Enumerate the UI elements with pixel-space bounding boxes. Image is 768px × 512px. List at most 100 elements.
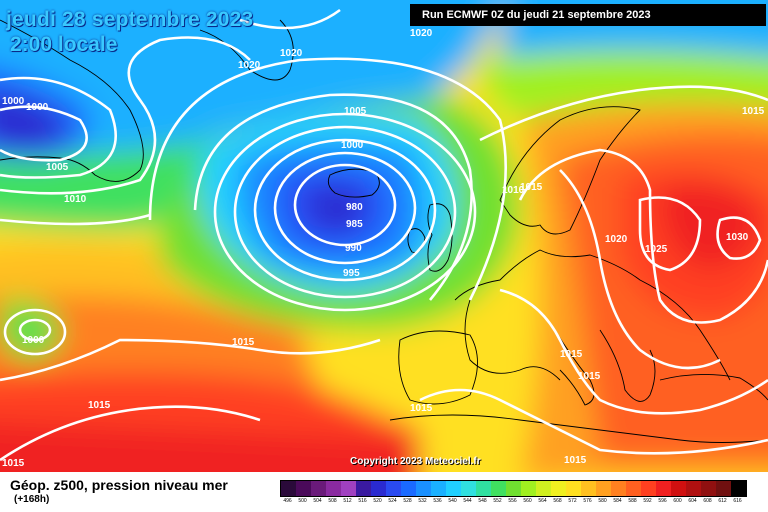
scale-value: 564 <box>538 498 547 504</box>
pressure-label: 1020 <box>410 28 433 39</box>
color-swatch <box>581 481 596 496</box>
color-swatch <box>416 481 431 496</box>
pressure-label: 1010 <box>64 194 87 205</box>
scale-value: 512 <box>343 498 352 504</box>
pressure-label: 1015 <box>578 371 601 382</box>
color-swatch <box>611 481 626 496</box>
pressure-label: 1000 <box>341 140 364 151</box>
pressure-label: 985 <box>346 219 363 230</box>
color-swatch <box>536 481 551 496</box>
scale-value: 544 <box>463 498 472 504</box>
color-swatch <box>401 481 416 496</box>
coastlines <box>0 19 768 443</box>
scale-value: 524 <box>388 498 397 504</box>
scale-value: 592 <box>643 498 652 504</box>
scale-value: 556 <box>508 498 517 504</box>
pressure-label: 1010 <box>502 185 525 196</box>
legend-subtitle: (+168h) <box>14 494 50 505</box>
scale-value: 536 <box>433 498 442 504</box>
scale-value: 572 <box>568 498 577 504</box>
pressure-labels: 1020 1020 1020 1000 1000 1005 1010 1005 … <box>2 28 765 469</box>
geopotential-field <box>0 0 768 472</box>
scale-value: 604 <box>688 498 697 504</box>
color-swatch <box>386 481 401 496</box>
scale-value: 580 <box>598 498 607 504</box>
pressure-label: 1000 <box>26 102 49 113</box>
color-swatch <box>686 481 701 496</box>
color-swatch <box>521 481 536 496</box>
color-swatch <box>716 481 731 496</box>
scale-value: 516 <box>358 498 367 504</box>
run-info-banner: Run ECMWF 0Z du jeudi 21 septembre 2023 <box>410 4 766 26</box>
scale-value: 504 <box>313 498 322 504</box>
color-swatch <box>656 481 671 496</box>
pressure-label: 1005 <box>344 106 367 117</box>
scale-value: 552 <box>493 498 502 504</box>
legend-bar: Géop. z500, pression niveau mer (+168h) … <box>0 472 768 512</box>
legend-title: Géop. z500, pression niveau mer <box>10 477 228 493</box>
scale-value: 608 <box>703 498 712 504</box>
pressure-label: 990 <box>345 243 362 254</box>
scale-value: 548 <box>478 498 487 504</box>
pressure-label: 1005 <box>46 162 69 173</box>
color-swatch <box>596 481 611 496</box>
pressure-label: 1015 <box>520 182 543 193</box>
weather-map: 1020 1020 1020 1000 1000 1005 1010 1005 … <box>0 0 768 472</box>
pressure-label: 1025 <box>645 244 668 255</box>
color-swatch <box>341 481 356 496</box>
pressure-label: 1020 <box>238 60 261 71</box>
color-swatch <box>731 481 746 496</box>
scale-value: 508 <box>328 498 337 504</box>
isobars <box>0 8 768 462</box>
color-swatch <box>506 481 521 496</box>
color-swatch <box>476 481 491 496</box>
color-swatch <box>311 481 326 496</box>
copyright-notice: Copyright 2023 Meteociel.fr <box>350 456 481 467</box>
scale-value: 600 <box>673 498 682 504</box>
scale-value: 596 <box>658 498 667 504</box>
color-scale-labels: 496 500 504 508 512 516 520 524 528 532 536 540 544 5… <box>280 498 745 504</box>
pressure-label: 1020 <box>280 48 303 59</box>
scale-value: 584 <box>613 498 622 504</box>
color-swatch <box>641 481 656 496</box>
color-swatch <box>551 481 566 496</box>
scale-value: 568 <box>553 498 562 504</box>
pressure-label: 1030 <box>726 232 749 243</box>
color-swatch <box>296 481 311 496</box>
color-swatch <box>461 481 476 496</box>
forecast-date: jeudi 28 septembre 2023 <box>6 8 254 31</box>
pressure-label: 1015 <box>232 337 255 348</box>
pressure-label: 1000 <box>2 96 25 107</box>
pressure-label: 1000 <box>22 335 45 346</box>
scale-value: 612 <box>718 498 727 504</box>
scale-value: 520 <box>373 498 382 504</box>
color-swatch <box>281 481 296 496</box>
scale-value: 496 <box>283 498 292 504</box>
scale-value: 532 <box>418 498 427 504</box>
color-swatch <box>356 481 371 496</box>
color-scale <box>280 480 747 497</box>
color-swatch <box>701 481 716 496</box>
color-swatch <box>566 481 581 496</box>
scale-value: 500 <box>298 498 307 504</box>
color-swatch <box>431 481 446 496</box>
color-swatch <box>626 481 641 496</box>
pressure-label: 1015 <box>564 455 587 466</box>
scale-value: 616 <box>733 498 742 504</box>
scale-value: 560 <box>523 498 532 504</box>
pressure-label: 1015 <box>410 403 433 414</box>
color-swatch <box>671 481 686 496</box>
color-swatch <box>491 481 506 496</box>
pressure-label: 995 <box>343 268 360 279</box>
pressure-label: 1015 <box>88 400 111 411</box>
pressure-label: 1015 <box>742 106 765 117</box>
scale-value: 540 <box>448 498 457 504</box>
pressure-label: 1015 <box>2 458 25 469</box>
scale-value: 588 <box>628 498 637 504</box>
map-canvas: 1020 1020 1020 1000 1000 1005 1010 1005 … <box>0 0 768 472</box>
forecast-time: 2:00 locale <box>10 33 118 56</box>
scale-value: 576 <box>583 498 592 504</box>
color-swatch <box>326 481 341 496</box>
pressure-label: 980 <box>346 202 363 213</box>
pressure-label: 1020 <box>605 234 628 245</box>
